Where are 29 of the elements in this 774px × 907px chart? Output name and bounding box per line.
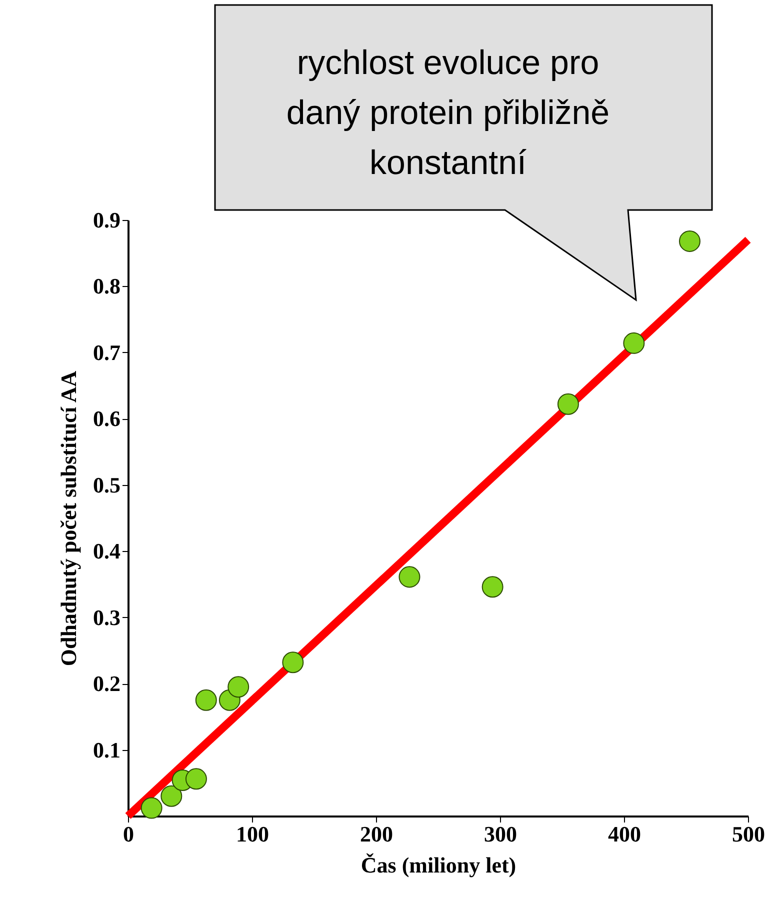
point — [623, 332, 645, 354]
x-tick-label: 500 — [732, 822, 765, 846]
point — [195, 689, 217, 711]
point — [140, 797, 162, 819]
point — [482, 576, 504, 598]
y-tick-label: 0.9 — [93, 208, 120, 232]
y-tick-label: 0.2 — [93, 671, 120, 696]
y-tick-label: 0.1 — [93, 737, 120, 762]
point — [282, 652, 304, 674]
x-tick-label: 100 — [236, 822, 269, 846]
y-tick-label: 0.7 — [93, 340, 120, 365]
x-tick-label: 200 — [360, 822, 393, 846]
point — [398, 566, 420, 588]
x-tick-label: 400 — [608, 822, 641, 846]
x-tick-label: 300 — [484, 822, 517, 846]
y-tick-label: 0.3 — [93, 604, 120, 630]
point — [678, 230, 700, 252]
point — [160, 785, 182, 807]
y-tick-label: 0.5 — [93, 472, 120, 498]
y-tick-label: 0.6 — [93, 406, 120, 432]
y-tick-label: 0.8 — [93, 274, 120, 299]
x-axis-title: Čas (miliony let) — [360, 852, 516, 878]
x-tick-label: 0 — [123, 822, 134, 846]
y-axis-title: Odhadnutý počet substitucí AA — [56, 370, 81, 666]
point — [228, 676, 250, 698]
point — [557, 393, 579, 415]
point — [185, 768, 207, 790]
y-tick-label: 0.4 — [93, 538, 120, 564]
text: rychlost evoluce pro daný protein přibližně konstantní — [285, 43, 611, 184]
